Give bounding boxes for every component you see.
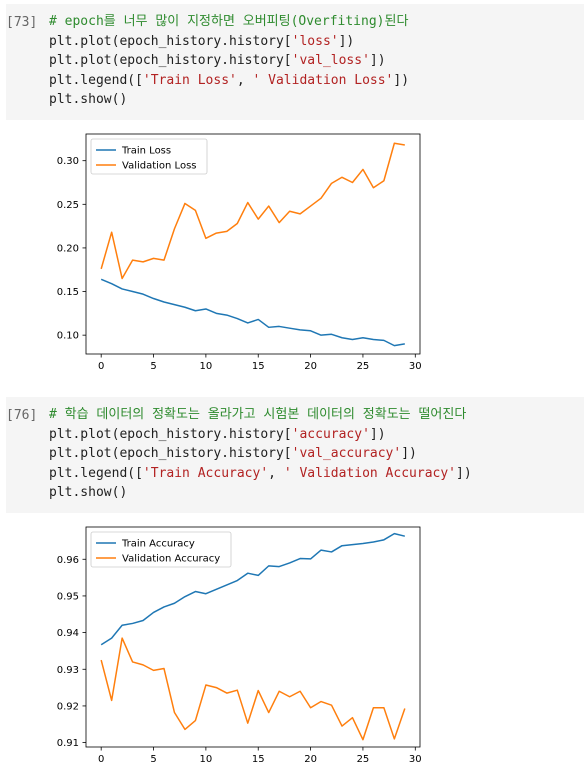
- code-token: ]): [369, 426, 386, 442]
- x-tick-label: 30: [409, 754, 422, 765]
- code-string: 'loss': [291, 33, 339, 49]
- code-line: plt.legend(['Train Loss', ' Validation L…: [49, 71, 409, 91]
- cell-prompt-2: [76]: [6, 408, 38, 423]
- code-cell-2[interactable]: [6, 397, 584, 513]
- code-token: plt.plot(epoch_history.history[: [49, 53, 292, 68]
- code-string: ' Validation Accuracy': [283, 465, 456, 481]
- loss-chart-svg: 0 5 10 15 20 25 30 0.10 0.15 0.20 0.25 0.30 Train Lo…: [57, 133, 422, 372]
- accuracy-chart-svg: 0 5 10 15 20 25 30 0.91 0.92 0.93 0.94 0.95 0.96 Trai…: [57, 526, 422, 765]
- x-tick-label: 15: [252, 754, 265, 765]
- chart-legend: Train Accuracy Validation Accuracy: [90, 531, 232, 568]
- code-token: plt.legend([: [49, 465, 143, 481]
- legend-label: Validation Loss: [122, 161, 197, 172]
- code-string: 'Train Loss': [142, 72, 237, 88]
- code-token: plt.plot(epoch_history.history[: [49, 33, 292, 49]
- y-tick-label: 0.30: [57, 156, 79, 167]
- code-token: ]): [393, 72, 410, 88]
- y-tick-label: 0.91: [57, 738, 79, 749]
- y-tick-label: 0.94: [57, 628, 79, 639]
- code-line: plt.show(): [49, 483, 472, 503]
- x-tick-label: 25: [357, 754, 370, 765]
- legend-label: Train Accuracy: [121, 539, 195, 550]
- series-line-0: [100, 278, 405, 347]
- x-tick-label: 20: [304, 361, 317, 372]
- code-token: ]): [369, 53, 386, 68]
- x-tick-label: 5: [150, 754, 156, 765]
- code-editor-1[interactable]: # epoch를 너무 많이 지정하면 오버피팅(Overfiting)된다 pl…: [49, 12, 409, 110]
- x-tick-label: 25: [357, 361, 370, 372]
- y-tick-label: 0.92: [57, 701, 79, 712]
- legend-box: [90, 138, 208, 175]
- code-string: ' Validation Loss': [252, 72, 394, 88]
- code-editor-2[interactable]: # 학습 데이터의 정확도는 올라가고 시험본 데이터의 정확도는 떨어진다 pl…: [49, 405, 472, 503]
- x-tick-label: 10: [200, 754, 213, 765]
- y-tick-label: 0.95: [57, 591, 79, 602]
- series-line-1: [100, 142, 405, 280]
- code-line: plt.plot(epoch_history.history['accuracy…: [49, 425, 472, 445]
- code-comment: # epoch를 너무 많이 지정하면 오버피팅(Overfiting)된다: [49, 14, 409, 29]
- code-line: plt.plot(epoch_history.history['val_loss…: [49, 51, 409, 71]
- code-token: plt.legend([: [49, 72, 143, 88]
- x-tick-label: 10: [200, 361, 213, 372]
- code-line: # 학습 데이터의 정확도는 올라가고 시험본 데이터의 정확도는 떨어진다: [49, 405, 472, 425]
- y-tick-label: 0.10: [57, 331, 79, 342]
- output-chart-loss: 0 5 10 15 20 25 30 0.10 0.15 0.20 0.25 0.30 Train Lo…: [0, 122, 585, 382]
- code-string: 'Train Accuracy': [142, 465, 269, 481]
- cell-prompt-1: [73]: [6, 15, 38, 30]
- y-tick-label: 0.96: [57, 555, 79, 566]
- x-tick-label: 30: [409, 361, 422, 372]
- code-token: ]): [401, 446, 417, 461]
- code-cell-1[interactable]: [6, 4, 584, 120]
- code-line: # epoch를 너무 많이 지정하면 오버피팅(Overfiting)된다: [49, 12, 409, 32]
- code-string: 'val_loss': [291, 53, 370, 68]
- code-string: 'val_accuracy': [291, 446, 402, 461]
- x-tick-label: 0: [98, 361, 104, 372]
- code-token: ,: [268, 465, 284, 481]
- code-line: plt.plot(epoch_history.history['loss']): [49, 32, 409, 52]
- output-chart-accuracy: 0 5 10 15 20 25 30 0.91 0.92 0.93 0.94 0.95 0.96 Trai…: [0, 515, 585, 775]
- x-tick-label: 20: [304, 754, 317, 765]
- y-tick-label: 0.25: [57, 200, 79, 211]
- code-comment: # 학습 데이터의 정확도는 올라가고 시험본 데이터의 정확도는 떨어진다: [49, 407, 467, 422]
- code-line: plt.show(): [49, 90, 409, 110]
- code-string: 'accuracy': [291, 426, 370, 442]
- code-token: plt.plot(epoch_history.history[: [49, 426, 292, 442]
- code-token: ]): [456, 465, 472, 481]
- x-tick-label: 0: [98, 754, 104, 765]
- x-tick-label: 5: [150, 361, 156, 372]
- code-token: ,: [236, 72, 253, 88]
- code-token: plt.show(): [49, 485, 128, 500]
- legend-label: Validation Accuracy: [122, 554, 220, 565]
- series-line-1: [100, 637, 406, 741]
- legend-box: [90, 531, 232, 568]
- axes-frame: [85, 133, 421, 355]
- legend-label: Train Loss: [121, 146, 171, 157]
- y-tick-label: 0.20: [57, 243, 79, 254]
- chart-legend: Train Loss Validation Loss: [90, 138, 208, 175]
- code-line: plt.legend(['Train Accuracy', ' Validati…: [49, 464, 472, 484]
- y-tick-label: 0.93: [57, 665, 79, 676]
- axes-frame: [85, 526, 421, 748]
- code-token: plt.show(): [49, 92, 128, 107]
- x-tick-label: 15: [252, 361, 265, 372]
- code-token: ]): [338, 33, 355, 49]
- series-line-0: [100, 532, 405, 646]
- code-line: plt.plot(epoch_history.history['val_accu…: [49, 444, 472, 464]
- code-token: plt.plot(epoch_history.history[: [49, 446, 292, 461]
- y-tick-label: 0.15: [57, 287, 79, 298]
